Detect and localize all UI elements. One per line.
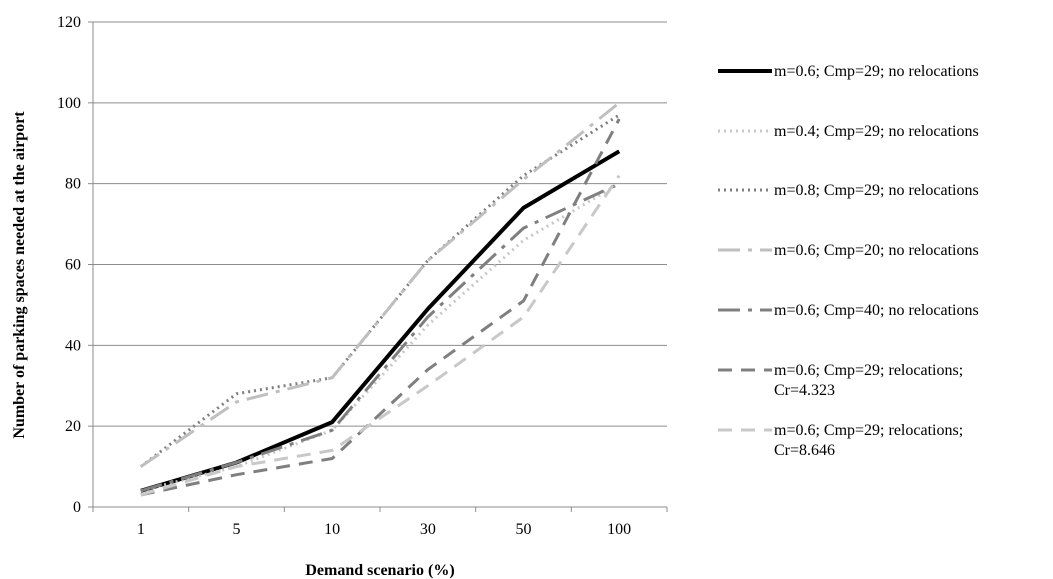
x-tick-label: 1: [137, 521, 145, 538]
axes: 0 20 40 60 80 100 120 1 5 10 30 50 100: [57, 14, 668, 538]
y-tick-label: 100: [57, 95, 81, 112]
legend-label-5: m=0.6; Cmp=40; no relocations: [774, 302, 979, 319]
x-tick-label: 10: [324, 521, 340, 538]
series-line-1: [140, 149, 621, 493]
legend-label-3: m=0.8; Cmp=29; no relocations: [774, 182, 979, 199]
x-tick-label: 5: [233, 521, 241, 538]
series-line-2: [140, 182, 620, 493]
series-line-6: [140, 118, 621, 497]
x-axis-title: Demand scenario (%): [305, 562, 454, 579]
legend-label-7: m=0.6; Cmp=29; relocations; Cr=8.646: [774, 422, 963, 459]
gridlines: [93, 21, 667, 427]
legend-label-1: m=0.6; Cmp=29; no relocations: [774, 63, 979, 80]
legend-label-2: m=0.4; Cmp=29; no relocations: [774, 123, 979, 140]
legend: m=0.6; Cmp=29; no relocations m=0.4; Cmp=…: [718, 63, 979, 459]
y-tick-label: 20: [65, 418, 81, 435]
y-tick-label: 80: [65, 176, 81, 193]
y-tick-label: 120: [57, 14, 81, 31]
series-line-7: [140, 174, 621, 497]
y-tick-label: 40: [65, 337, 81, 354]
x-tick-label: 50: [516, 521, 532, 538]
legend-label-6: m=0.6; Cmp=29; relocations; Cr=4.323: [774, 362, 963, 399]
x-tick-label: 30: [420, 521, 436, 538]
x-tick-label: 100: [607, 521, 631, 538]
series-line-5: [140, 182, 620, 493]
series-lines: [139, 101, 621, 497]
series-line-4: [139, 101, 621, 468]
y-tick-label: 60: [65, 257, 81, 274]
y-axis-title: Number of parking spaces needed at the a…: [11, 111, 28, 439]
y-tick-label: 0: [73, 499, 81, 516]
legend-label-4: m=0.6; Cmp=20; no relocations: [774, 242, 979, 259]
